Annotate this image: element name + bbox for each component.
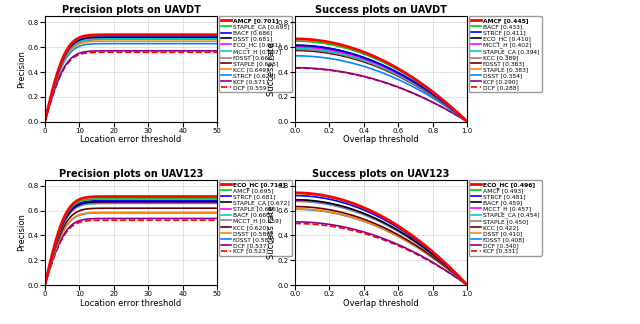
Title: Success plots on UAV123: Success plots on UAV123 (312, 169, 450, 179)
X-axis label: Location error threshold: Location error threshold (81, 299, 182, 308)
X-axis label: Location error threshold: Location error threshold (81, 135, 182, 144)
Title: Precision plots on UAVDT: Precision plots on UAVDT (61, 6, 200, 16)
Legend: AMCF [0.445], BACF [0.433], STRCF [0.411], ECO_HC [0.410], MCCT_H [0.402], STAPL: AMCF [0.445], BACF [0.433], STRCF [0.411… (469, 16, 541, 92)
Y-axis label: Success rate: Success rate (267, 206, 276, 259)
X-axis label: Overlap threshold: Overlap threshold (343, 299, 419, 308)
X-axis label: Overlap threshold: Overlap threshold (343, 135, 419, 144)
Legend: ECO_HC [0.496], AMCF [0.493], STRCF [0.481], BACF [0.459], MCCT_H [0.457], STAPL: ECO_HC [0.496], AMCF [0.493], STRCF [0.4… (469, 180, 541, 256)
Legend: AMCF [0.701], STAPLE_CA [0.695], BACF [0.686], DSST [0.681], ECO_HC [0.681], MCC: AMCF [0.701], STAPLE_CA [0.695], BACF [0… (219, 16, 292, 92)
Y-axis label: Precision: Precision (17, 50, 26, 88)
Y-axis label: Precision: Precision (17, 214, 26, 251)
Legend: ECO_HC [0.714], AMCF [0.695], STRCF [0.681], STAPLE_CA [0.672], STAPLE [0.666], : ECO_HC [0.714], AMCF [0.695], STRCF [0.6… (219, 180, 292, 256)
Y-axis label: Success rate: Success rate (267, 42, 276, 96)
Title: Success plots on UAVDT: Success plots on UAVDT (315, 6, 447, 16)
Title: Precision plots on UAV123: Precision plots on UAV123 (59, 169, 203, 179)
